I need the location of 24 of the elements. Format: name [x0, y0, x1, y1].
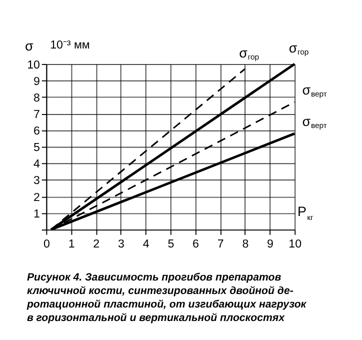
y-tick-label: 8 [34, 92, 40, 104]
text: 10⁻³ мм [50, 40, 90, 52]
x-tick-label: 3 [118, 238, 124, 250]
y-tick-label: 4 [34, 158, 41, 171]
x-tick-label: 2 [93, 238, 100, 250]
x-tick-label: 5 [168, 238, 174, 250]
text: Рисунок 4. Зависимость прогибов препаратов ключичной кости, синтезированных двойной де- ротационной пластиной, от изгибающих нагрузок в горизонтальной и вертикальной плоскостях [26, 272, 307, 324]
x-tick-label: 7 [217, 238, 224, 250]
y-tick-label: 3 [34, 175, 40, 188]
y-tick-label: 5 [34, 142, 40, 154]
x-tick-label: 8 [242, 238, 249, 250]
y-tick-label: 7 [34, 108, 40, 121]
x-tick-label: 4 [142, 238, 150, 250]
x-tick-label: 1 [68, 238, 75, 250]
x-tick-label: 0 [43, 238, 50, 250]
y-tick-label: 6 [34, 126, 40, 138]
x-tick-label: 10 [288, 238, 302, 250]
y-tick-label: 2 [34, 192, 40, 204]
y-axis-title: σ [25, 38, 34, 54]
y-tick-label: 1 [34, 208, 40, 220]
x-tick-label: 9 [267, 238, 274, 250]
y-tick-label: 10 [27, 59, 40, 72]
y-tick-label: 9 [34, 76, 40, 88]
x-tick-label: 6 [192, 238, 199, 250]
